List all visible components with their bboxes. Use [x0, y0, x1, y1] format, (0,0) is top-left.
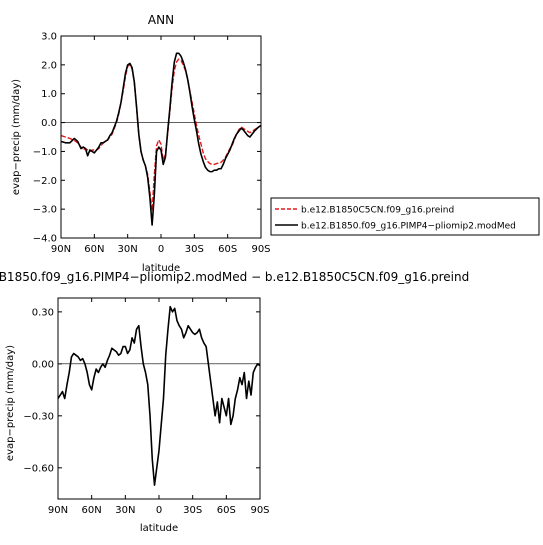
legend-label-2: b.e12.B1850.f09_g16.PIMP4−pliomip2.modMe…	[301, 222, 516, 232]
x-tick-label: 0	[158, 244, 164, 255]
y-tick-label: 2.0	[41, 60, 57, 71]
x-tick-label: 60N	[82, 505, 102, 516]
y-tick-label: 0.30	[32, 307, 54, 318]
series-line-1	[60, 58, 262, 212]
y-tick-label: −2.0	[33, 176, 57, 187]
y-tick-label: 0.0	[41, 118, 57, 129]
x-tick-label: 30S	[183, 505, 202, 516]
x-tick-label: 90S	[250, 505, 269, 516]
series-line-2	[60, 52, 262, 226]
x-tick-label: 60N	[84, 244, 104, 255]
y-tick-label: −0.60	[23, 463, 54, 474]
y-tick-label: 1.0	[41, 89, 57, 100]
x-tick-label: 30N	[115, 505, 135, 516]
bottom-panel: b.e12.B1850.f09_g16.PIMP4−pliomip2.modMe…	[0, 270, 469, 534]
x-tick-label: 30N	[118, 244, 138, 255]
x-tick-label: 60S	[217, 505, 236, 516]
top-panel-frame	[60, 35, 262, 239]
top-panel-legend: b.e12.B1850C5CN.f09_g16.preind b.e12.B185…	[270, 197, 540, 236]
bottom-panel-y-ticks: −0.60 −0.30 0.00 0.30	[23, 307, 260, 474]
x-tick-label: 60S	[218, 244, 237, 255]
top-panel-series-lines	[60, 52, 262, 226]
bottom-panel-x-ticks: 90N 60N 30N 0 30S 60S 90S	[48, 298, 270, 516]
y-tick-label: −0.30	[23, 411, 54, 422]
bottom-panel-ylabel: evap−precip (mm/day)	[5, 345, 16, 461]
y-tick-label: −1.0	[33, 147, 57, 158]
series-line-1	[57, 305, 261, 486]
x-tick-label: 30S	[185, 244, 204, 255]
x-tick-label: 90N	[51, 244, 71, 255]
top-panel-y-ticks: −4.0 −3.0 −2.0 −1.0 0.0 1.0 2.0 3.0	[33, 32, 261, 245]
top-panel: ANN evap−precip (mm/day) latitude 90N 60N…	[11, 13, 540, 274]
top-panel-x-ticks: 90N 60N 30N 0 30S 60S 90S	[51, 36, 271, 255]
y-tick-label: 3.0	[41, 32, 57, 43]
top-panel-title: ANN	[148, 13, 174, 27]
y-tick-label: −3.0	[33, 205, 57, 216]
top-panel-xlabel: latitude	[142, 263, 180, 274]
legend-box	[270, 197, 540, 236]
legend-label-1: b.e12.B1850C5CN.f09_g16.preind	[301, 206, 454, 216]
x-tick-label: 90S	[251, 244, 270, 255]
bottom-panel-title: b.e12.B1850.f09_g16.PIMP4−pliomip2.modMe…	[0, 270, 469, 284]
x-tick-label: 0	[156, 505, 162, 516]
bottom-panel-series-lines	[57, 305, 261, 486]
y-tick-label: −4.0	[33, 234, 57, 245]
bottom-panel-frame	[57, 297, 261, 500]
y-tick-label: 0.00	[32, 359, 54, 370]
top-panel-ylabel: evap−precip (mm/day)	[11, 79, 22, 195]
bottom-panel-xlabel: latitude	[140, 523, 178, 534]
x-tick-label: 90N	[48, 505, 68, 516]
